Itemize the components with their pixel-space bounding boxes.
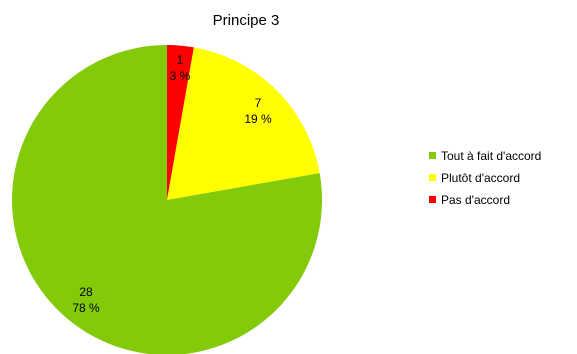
data-label-percent-tout-a-fait: 78 %: [72, 301, 100, 315]
data-label-percent-plutot: 19 %: [244, 112, 272, 126]
pie-data-labels: 28 78 % 7 19 % 1 3 %: [72, 53, 272, 315]
data-label-count-tout-a-fait: 28: [79, 285, 93, 299]
legend-swatch-tout-a-fait: [429, 152, 436, 159]
legend-swatch-plutot: [429, 174, 436, 181]
chart-title: Principe 3: [213, 12, 280, 29]
legend: Tout à fait d'accord Plutôt d'accord Pas…: [429, 149, 541, 207]
data-label-count-pas: 1: [177, 53, 184, 67]
data-label-percent-pas: 3 %: [170, 69, 191, 83]
slice-plutot: [167, 47, 320, 200]
slice-pas: [167, 45, 194, 200]
legend-swatch-pas: [429, 196, 436, 203]
legend-label-pas: Pas d'accord: [441, 193, 510, 207]
data-label-count-plutot: 7: [255, 96, 262, 110]
pie-slices: [12, 45, 322, 354]
legend-label-tout-a-fait: Tout à fait d'accord: [441, 149, 541, 163]
slice-tout-a-fait: [12, 45, 322, 354]
legend-label-plutot: Plutôt d'accord: [441, 171, 520, 185]
